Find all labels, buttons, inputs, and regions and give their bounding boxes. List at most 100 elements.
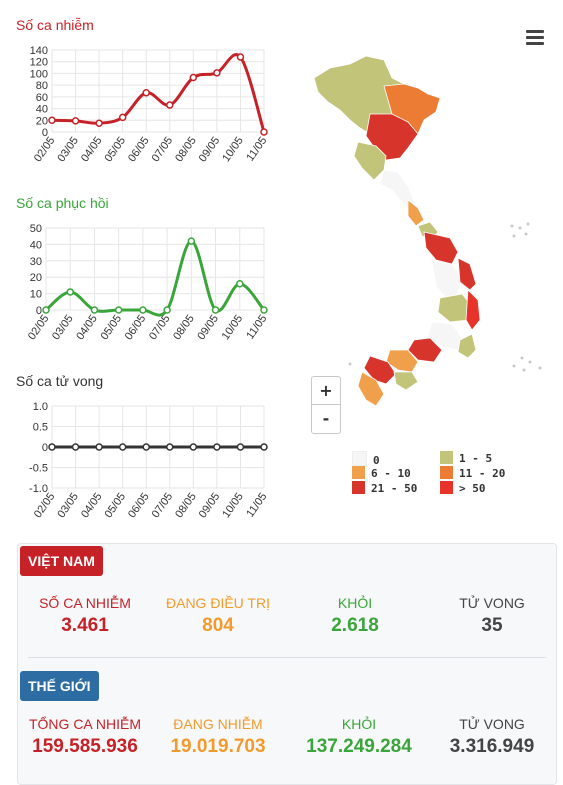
x-tick-label: 07/05 [150, 135, 176, 164]
x-tick-label: 04/05 [79, 135, 105, 164]
x-tick-label: 06/05 [126, 491, 152, 520]
stat-label: TỔNG CA NHIỄM [28, 716, 141, 732]
data-point [71, 443, 80, 451]
data-point [213, 69, 221, 77]
stat-value: 137.249.284 [306, 736, 412, 757]
world-cases-stat: TỔNG CA NHIỄM 159.585.936 [18, 716, 152, 758]
world-deaths-stat: TỬ VONG 3.316.949 [425, 716, 559, 758]
stat-label: SỐ CA NHIỄM [39, 595, 131, 611]
world-recovered-stat: KHỎI 137.249.284 [292, 716, 426, 758]
x-tick-label: 04/05 [79, 491, 105, 520]
data-point [142, 89, 150, 97]
data-point [95, 119, 103, 127]
series-line [51, 53, 266, 133]
x-tick-label: 04/05 [74, 313, 100, 342]
stat-label: ĐANG ĐIỀU TRỊ [166, 595, 270, 611]
stat-value: 3.316.949 [449, 736, 535, 757]
data-point [189, 73, 198, 82]
data-point [166, 101, 174, 109]
data-point [90, 306, 99, 314]
map-region-hue-danang[interactable] [423, 231, 459, 265]
data-point [118, 443, 127, 451]
x-tick-label: 07/05 [150, 491, 176, 520]
y-tick-label: 40 [36, 104, 48, 116]
legend-label: 6 - 10 [371, 467, 411, 480]
x-tick-label: 02/05 [32, 135, 58, 164]
legend-label: 1 - 5 [459, 452, 493, 465]
y-tick-label: 1.0 [33, 401, 48, 413]
vietnam-badge: VIỆT NAM [20, 546, 103, 576]
vn-deaths-stat: TỬ VONG 35 [425, 595, 559, 637]
map-region-mekong-north[interactable] [363, 355, 397, 385]
stat-label: TỬ VONG [459, 716, 525, 732]
data-point [118, 113, 127, 122]
y-tick-label: 50 [30, 223, 42, 235]
map-region-ha-tinh[interactable] [407, 199, 425, 227]
vn-recovered-stat: KHỎI 2.618 [288, 595, 422, 637]
map-region-khanh-hoa[interactable] [457, 333, 477, 359]
data-point [236, 280, 244, 288]
data-point [71, 117, 80, 125]
x-tick-label: 09/05 [197, 135, 223, 164]
x-tick-label: 07/05 [147, 313, 173, 342]
x-tick-label: 06/05 [126, 135, 152, 164]
y-tick-label: 100 [30, 68, 48, 80]
x-tick-label: 10/05 [220, 135, 246, 164]
data-point [66, 288, 74, 296]
cases-chart-title: Số ca nhiễm [16, 17, 94, 33]
map-region-thanh-hoa[interactable] [353, 141, 387, 181]
x-tick-label: 03/05 [55, 135, 81, 164]
stat-value: 35 [481, 615, 503, 636]
data-point [260, 306, 268, 314]
x-tick-label: 05/05 [103, 135, 129, 164]
map-region-quang-nam[interactable] [431, 261, 463, 299]
legend-item-0: 0 [352, 451, 380, 467]
vietnam-map[interactable] [300, 50, 550, 410]
y-tick-label: 10 [30, 289, 42, 301]
stat-label: KHỎI [337, 595, 373, 611]
x-tick-label: 10/05 [220, 491, 246, 520]
data-point [166, 443, 174, 451]
zoom-in-button[interactable]: + [319, 381, 333, 400]
stats-panel: VIỆT NAM SỐ CA NHIỄM 3.461 ĐANG ĐIỀU TRỊ… [17, 543, 557, 785]
y-tick-label: 140 [30, 45, 48, 57]
data-point [260, 128, 268, 136]
data-point [189, 443, 198, 451]
stat-value: 159.585.936 [32, 736, 138, 757]
map-region-mekong-south[interactable] [357, 371, 385, 407]
stat-value: 2.618 [331, 615, 379, 636]
x-tick-label: 02/05 [32, 491, 58, 520]
world-active-stat: ĐANG NHIỄM 19.019.703 [151, 716, 285, 758]
stat-label: ĐANG NHIỄM [173, 716, 263, 732]
y-tick-label: 40 [30, 239, 42, 251]
y-tick-label: -0.5 [29, 463, 48, 475]
legend-item-1-5: 1 - 5 [440, 451, 492, 465]
stats-divider [28, 657, 546, 658]
y-tick-label: 30 [30, 256, 42, 268]
map-menu-icon[interactable] [526, 30, 544, 46]
stat-label: TỬ VONG [459, 595, 525, 611]
legend-item-over-50: > 50 [440, 481, 486, 495]
y-tick-label: -1.0 [29, 483, 48, 495]
deaths-line-chart: 1.0 0.5 0 -0.5 -1.002/0503/0504/0505/0506/05… [29, 401, 269, 520]
zoom-out-button[interactable]: - [312, 404, 340, 432]
data-point [142, 443, 150, 451]
map-region-binh-dinh[interactable] [465, 289, 481, 331]
data-point [187, 237, 196, 245]
data-point [42, 306, 50, 314]
x-tick-label: 08/05 [173, 135, 199, 164]
stat-value: 3.461 [61, 615, 109, 636]
legend-swatch [352, 481, 365, 494]
recovered-line-chart: 50 40 30 20 10 002/0503/0504/0505/0506/0507/0… [26, 223, 270, 342]
map-region-ben-tre[interactable] [393, 371, 419, 391]
stat-value: 804 [202, 615, 234, 636]
stat-value: 19.019.703 [170, 736, 266, 757]
map-region-quang-ngai[interactable] [457, 257, 477, 291]
x-tick-label: 03/05 [50, 313, 76, 342]
x-tick-label: 03/05 [55, 491, 81, 520]
data-point [48, 116, 56, 125]
y-tick-label: 20 [36, 115, 48, 127]
y-tick-label: 80 [36, 80, 48, 92]
recovered-chart-title: Số ca phục hồi [16, 195, 109, 211]
vn-cases-stat: SỐ CA NHIỄM 3.461 [18, 595, 152, 637]
